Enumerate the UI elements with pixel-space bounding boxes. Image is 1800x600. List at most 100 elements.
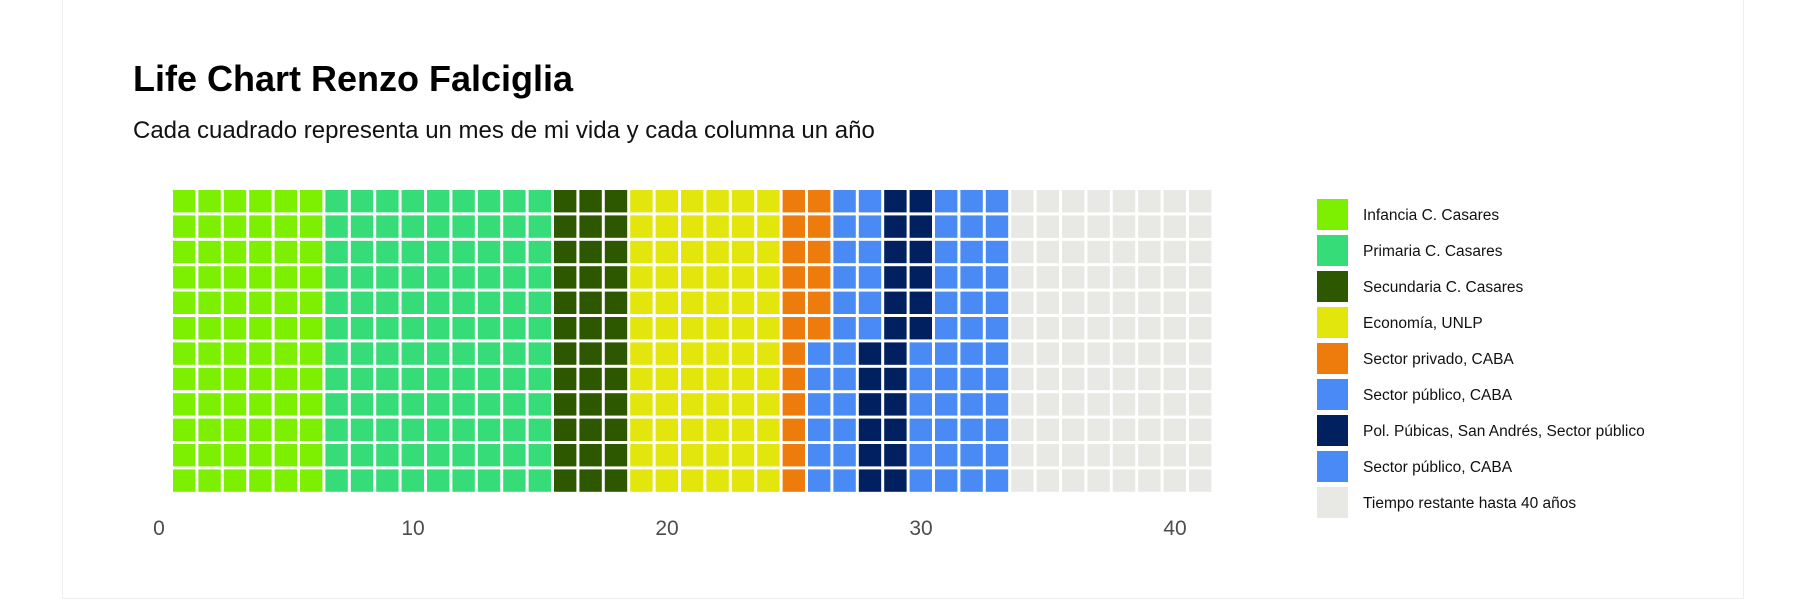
waffle-cell bbox=[198, 367, 221, 391]
waffle-cell bbox=[173, 266, 196, 289]
waffle-cell bbox=[884, 367, 907, 391]
waffle-cell bbox=[1011, 367, 1034, 391]
waffle-cell bbox=[325, 342, 348, 365]
waffle-cell bbox=[858, 266, 882, 289]
waffle-cell bbox=[1087, 215, 1110, 238]
waffle-cell bbox=[503, 418, 526, 441]
waffle-cell bbox=[985, 367, 1009, 391]
waffle-cell bbox=[655, 367, 678, 391]
waffle-cell bbox=[452, 291, 475, 314]
waffle-cell bbox=[452, 367, 475, 391]
waffle-cell bbox=[249, 215, 272, 238]
waffle-cell bbox=[477, 342, 501, 365]
waffle-cell bbox=[1189, 444, 1212, 467]
waffle-cell bbox=[1138, 266, 1161, 289]
waffle-cell bbox=[935, 266, 958, 289]
waffle-cell bbox=[579, 266, 602, 289]
waffle-cell bbox=[681, 469, 704, 492]
legend-label: Tiempo restante hasta 40 años bbox=[1363, 495, 1576, 512]
waffle-cell bbox=[630, 418, 653, 441]
waffle-cell bbox=[935, 190, 958, 213]
waffle-cell bbox=[503, 342, 526, 365]
waffle-cell bbox=[1011, 317, 1034, 340]
waffle-cell bbox=[1087, 367, 1110, 391]
waffle-cell bbox=[858, 317, 882, 340]
waffle-cell bbox=[1163, 291, 1186, 314]
waffle-cell bbox=[757, 215, 780, 238]
legend-swatch bbox=[1317, 343, 1348, 374]
waffle-cell bbox=[935, 317, 958, 340]
waffle-cell bbox=[1087, 266, 1110, 289]
waffle-cell bbox=[655, 190, 678, 213]
waffle-cell bbox=[452, 444, 475, 467]
waffle-cell bbox=[808, 266, 831, 289]
chart-subtitle: Cada cuadrado representa un mes de mi vi… bbox=[133, 117, 875, 144]
waffle-cell bbox=[731, 291, 755, 314]
waffle-cell bbox=[1036, 444, 1059, 467]
waffle-cell bbox=[401, 469, 424, 492]
waffle-cell bbox=[1087, 393, 1110, 416]
waffle-cell bbox=[858, 215, 882, 238]
waffle-cell bbox=[604, 240, 628, 264]
waffle-cell bbox=[757, 291, 780, 314]
waffle-cell bbox=[757, 367, 780, 391]
waffle-cell bbox=[579, 291, 602, 314]
chart-title: Life Chart Renzo Falciglia bbox=[133, 58, 574, 99]
waffle-cell bbox=[808, 190, 831, 213]
waffle-cell bbox=[579, 317, 602, 340]
waffle-cell bbox=[477, 444, 501, 467]
waffle-cell bbox=[376, 367, 399, 391]
waffle-cell bbox=[249, 240, 272, 264]
waffle-cell bbox=[1036, 266, 1059, 289]
waffle-cell bbox=[554, 240, 577, 264]
waffle-cell bbox=[401, 342, 424, 365]
waffle-cell bbox=[1112, 317, 1136, 340]
waffle-cell bbox=[757, 190, 780, 213]
legend-label: Pol. Púbicas, San Andrés, Sector público bbox=[1363, 423, 1645, 440]
waffle-cell bbox=[935, 469, 958, 492]
waffle-cell bbox=[782, 291, 805, 314]
waffle-cell bbox=[833, 393, 856, 416]
waffle-cell bbox=[300, 469, 323, 492]
waffle-cell bbox=[198, 469, 221, 492]
waffle-cell bbox=[274, 342, 297, 365]
waffle-cell bbox=[884, 215, 907, 238]
waffle-cell bbox=[935, 240, 958, 264]
waffle-cell bbox=[452, 418, 475, 441]
waffle-cell bbox=[1189, 393, 1212, 416]
waffle-cell bbox=[173, 291, 196, 314]
waffle-cell bbox=[427, 190, 450, 213]
waffle-cell bbox=[554, 215, 577, 238]
waffle-cell bbox=[757, 342, 780, 365]
waffle-cell bbox=[858, 367, 882, 391]
waffle-cell bbox=[1112, 367, 1136, 391]
waffle-cell bbox=[350, 190, 374, 213]
waffle-cell bbox=[960, 418, 983, 441]
waffle-cell bbox=[782, 317, 805, 340]
waffle-cell bbox=[223, 240, 247, 264]
waffle-cell bbox=[909, 469, 932, 492]
waffle-cell bbox=[1087, 291, 1110, 314]
waffle-cell bbox=[452, 317, 475, 340]
waffle-cell bbox=[1163, 190, 1186, 213]
waffle-cell bbox=[960, 215, 983, 238]
waffle-cell bbox=[1036, 342, 1059, 365]
waffle-cell bbox=[1138, 215, 1161, 238]
waffle-cell bbox=[935, 215, 958, 238]
waffle-cell bbox=[731, 215, 755, 238]
waffle-cell bbox=[706, 190, 729, 213]
waffle-cell bbox=[985, 215, 1009, 238]
waffle-cell bbox=[325, 266, 348, 289]
waffle-cell bbox=[477, 418, 501, 441]
waffle-cell bbox=[376, 291, 399, 314]
waffle-cell bbox=[554, 367, 577, 391]
waffle-cell bbox=[223, 418, 247, 441]
waffle-cell bbox=[223, 342, 247, 365]
waffle-cell bbox=[249, 418, 272, 441]
waffle-cell bbox=[579, 469, 602, 492]
waffle-cell bbox=[325, 469, 348, 492]
waffle-cell bbox=[401, 317, 424, 340]
waffle-cell bbox=[1036, 317, 1059, 340]
waffle-cell bbox=[376, 469, 399, 492]
waffle-cell bbox=[1112, 393, 1136, 416]
